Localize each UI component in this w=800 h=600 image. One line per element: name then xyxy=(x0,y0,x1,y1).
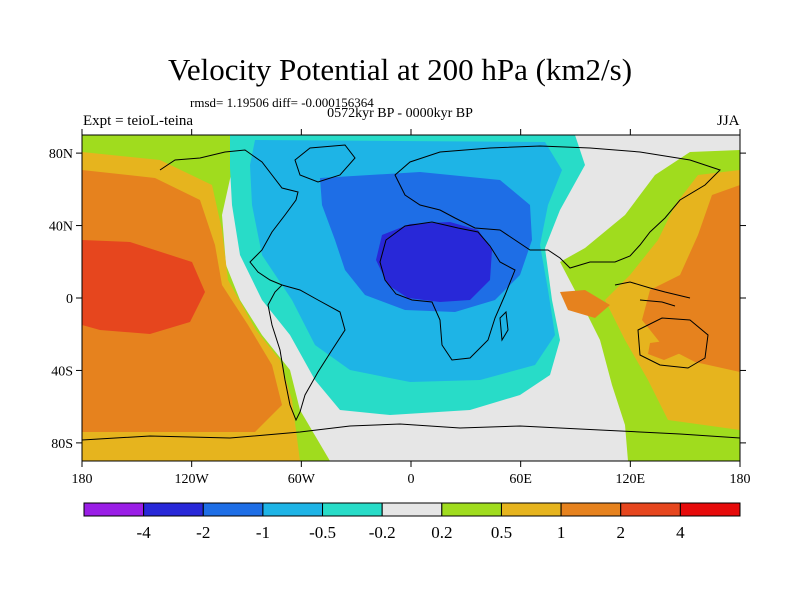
coastlines xyxy=(82,144,740,441)
colorbar-label: 1 xyxy=(557,523,566,542)
map-title: Velocity Potential at 200 hPa (km2/s) xyxy=(167,52,633,87)
colorbar-swatch xyxy=(560,502,622,517)
colorbar-swatch xyxy=(679,502,741,517)
experiment-label: Expt = teioL-teina xyxy=(83,113,194,129)
positive-lobe-orange-indian xyxy=(560,290,610,318)
lat-tick-label: 0 xyxy=(66,292,73,307)
positive-lobe-orange-east xyxy=(642,185,740,372)
colorbar-swatch xyxy=(620,502,681,517)
lon-tick-label: 120W xyxy=(175,472,210,487)
colorbar-swatch xyxy=(83,502,145,517)
coast-australia xyxy=(637,317,709,369)
colorbar-label: 0.2 xyxy=(431,523,452,542)
coast-maritime-continent xyxy=(614,281,691,307)
colorbar-label: -2 xyxy=(196,523,210,542)
colorbar-swatch xyxy=(202,502,264,517)
lat-tick-label: 40N xyxy=(49,220,73,235)
lon-tick-label: 180 xyxy=(730,472,751,487)
coast-eurasia xyxy=(394,145,721,269)
colorbar-swatch xyxy=(262,502,324,517)
coast-antarctica xyxy=(82,423,740,441)
coast-madagascar xyxy=(499,310,509,342)
lat-tick-label: 80S xyxy=(51,437,73,452)
time-period: 0572kyr BP - 0000kyr BP xyxy=(327,106,473,121)
colorbar-label: 0.5 xyxy=(491,523,512,542)
negative-lobe-darkblue-core xyxy=(376,222,492,302)
longitude-axis: 180 120W 60W 0 60E 120E 180 xyxy=(72,129,751,487)
colorbar-swatch xyxy=(143,502,204,517)
lon-tick-label: 120E xyxy=(616,472,646,487)
colorbar-swatch xyxy=(441,502,502,517)
colorbar-label: 2 xyxy=(616,523,625,542)
colorbar-label: -0.2 xyxy=(369,523,396,542)
season-label: JJA xyxy=(717,113,740,129)
coast-north-america xyxy=(159,149,299,286)
colorbar: -4 -2 -1 -0.5 -0.2 0.2 0.5 1 2 4 xyxy=(83,502,741,542)
colorbar-label: -0.5 xyxy=(309,523,336,542)
coast-africa xyxy=(379,221,516,361)
lat-tick-label: 80N xyxy=(49,147,73,162)
lon-tick-label: 60E xyxy=(509,472,532,487)
lat-tick-label: 40S xyxy=(51,364,73,379)
lon-tick-label: 180 xyxy=(72,472,93,487)
contour-fields xyxy=(82,135,740,461)
colorbar-swatch xyxy=(322,502,383,517)
colorbar-label: 4 xyxy=(676,523,685,542)
colorbar-label: -4 xyxy=(137,523,152,542)
colorbar-swatch xyxy=(500,502,562,517)
colorbar-label: -1 xyxy=(256,523,270,542)
rmsd-diff-stats: rmsd= 1.19506 diff= -0.000156364 xyxy=(190,95,374,110)
positive-lobe-orange-australia xyxy=(648,340,683,360)
lon-tick-label: 0 xyxy=(408,472,415,487)
coast-greenland xyxy=(294,144,356,183)
latitude-axis: 80N 40N 0 40S 80S xyxy=(49,147,746,452)
colorbar-swatch xyxy=(381,502,443,517)
positive-lobe-red-west xyxy=(82,240,205,334)
lon-tick-label: 60W xyxy=(288,472,316,487)
coast-south-america xyxy=(267,284,346,422)
